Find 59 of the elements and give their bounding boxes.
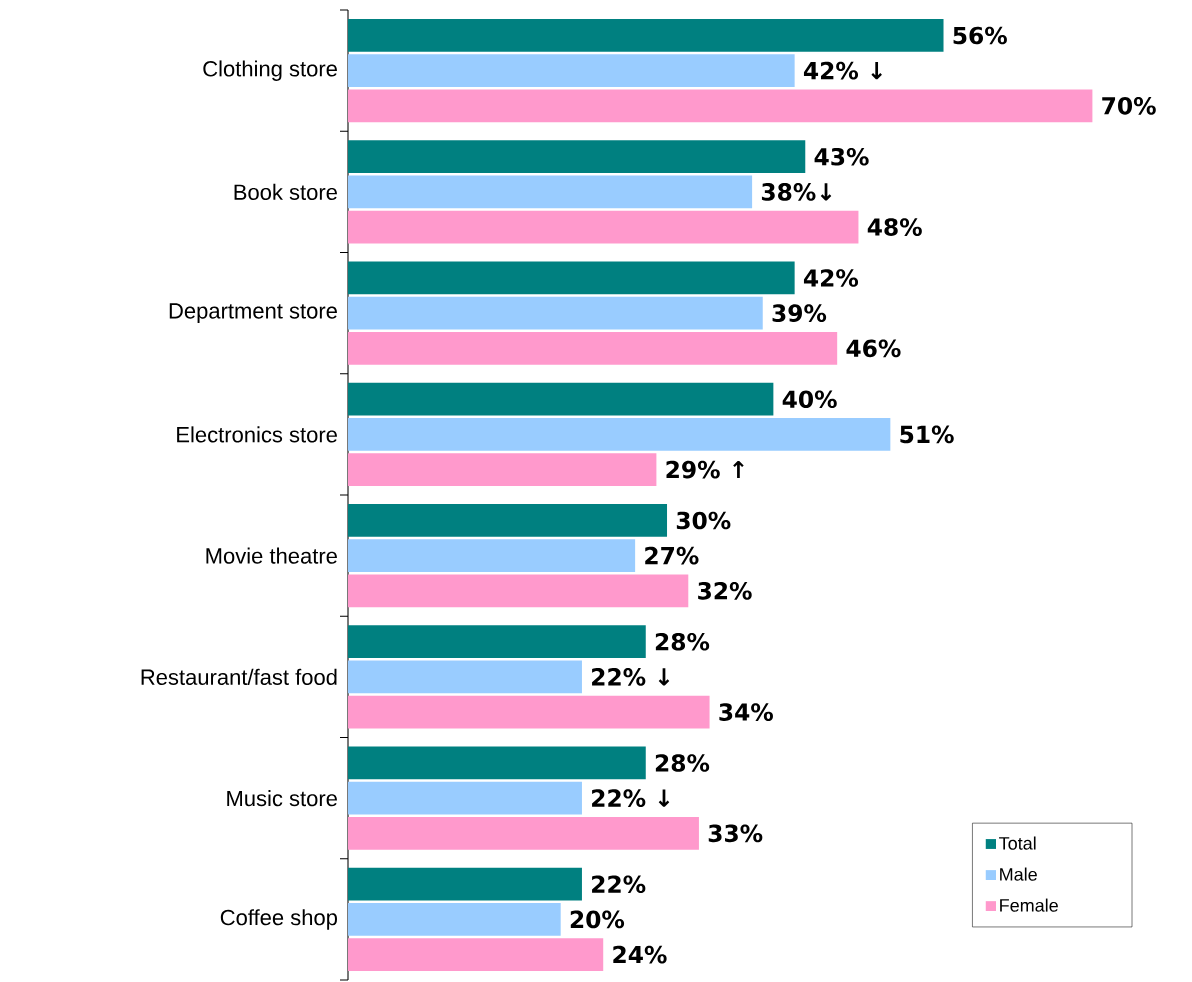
data-label: 22% [592, 875, 646, 894]
data-label: 38%↓ [761, 183, 832, 201]
bar [348, 453, 657, 486]
bar [348, 625, 646, 659]
data-label: 48% [867, 218, 922, 236]
data-label: 40% [782, 390, 837, 409]
legend-label: Male [1000, 867, 1037, 881]
bar [348, 938, 604, 971]
data-label: 43% [814, 147, 869, 166]
data-label: 46% [846, 339, 901, 358]
y-tick-label: Movie theatre [206, 547, 337, 564]
bar [348, 210, 859, 244]
bar [348, 54, 795, 88]
bar [348, 660, 582, 694]
data-label: 27% [645, 546, 699, 565]
bar [348, 539, 636, 573]
legend-label: Female [1000, 898, 1058, 912]
y-tick-label: Electronics store [177, 426, 337, 443]
bar [348, 418, 891, 451]
data-label: 39% [772, 304, 827, 322]
data-label: 22% ↓ [592, 789, 670, 807]
data-label: 30% [676, 511, 731, 530]
data-label: 28% [655, 754, 710, 772]
y-tick-label: Clothing store [203, 60, 337, 81]
data-label: 22% ↓ [592, 668, 670, 686]
bar [348, 140, 806, 174]
bar [348, 175, 753, 209]
bar [348, 574, 689, 608]
bar [348, 695, 710, 729]
y-tick-label: Book store [234, 183, 337, 200]
y-tick-label: Department store [169, 303, 337, 323]
y-tick-label: Music store [227, 790, 337, 807]
bar [348, 382, 774, 416]
bar [348, 781, 582, 815]
data-label: 20% [570, 910, 625, 929]
bar [348, 89, 1093, 123]
data-label: 51% [900, 425, 954, 444]
data-label: 70% [1102, 96, 1156, 115]
bar [348, 19, 944, 52]
bar [348, 867, 582, 901]
bar [348, 296, 763, 330]
y-tick-label: Restaurant/fast food [141, 668, 337, 685]
data-label: 29% ↑ [666, 460, 744, 479]
data-label: 56% [953, 26, 1007, 45]
data-label: 28% [655, 632, 710, 651]
data-label: 24% [613, 945, 667, 964]
data-label: 33% [708, 824, 763, 843]
bar [348, 903, 561, 936]
data-label: 34% [719, 703, 773, 721]
legend-label: Total [999, 836, 1036, 850]
bar [348, 261, 795, 295]
y-tick-label: Coffee shop [220, 909, 337, 930]
data-label: 42% [803, 269, 859, 287]
data-label: 32% [698, 581, 752, 600]
bar [348, 331, 838, 365]
bar [348, 816, 699, 850]
data-label: 42% ↓ [803, 61, 882, 80]
bar [348, 746, 646, 780]
bar [348, 504, 668, 537]
